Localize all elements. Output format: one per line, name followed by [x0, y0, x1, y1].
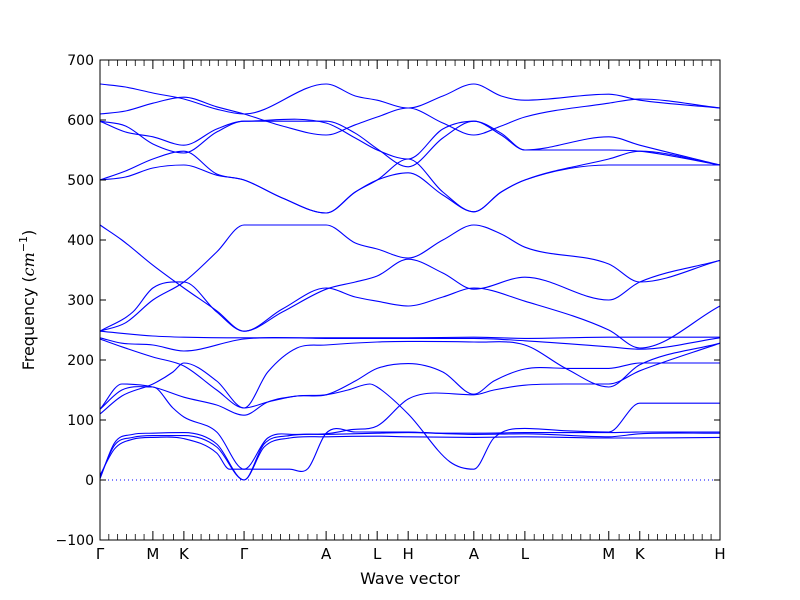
x-tick-label-Γ: Γ	[96, 545, 105, 563]
phonon-branch-8	[99, 337, 721, 352]
phonon-branch-15	[99, 118, 721, 166]
phonon-branch-12	[99, 281, 721, 349]
y-tick-label: 100	[67, 413, 94, 429]
x-tick-label-Γ: Γ	[240, 545, 249, 563]
phonon-branch-10	[99, 224, 721, 332]
phonon-branch-4	[99, 362, 720, 470]
x-tick-label-H: H	[403, 545, 414, 563]
phonon-branch-13	[99, 150, 721, 214]
x-tick-label-K: K	[179, 545, 190, 563]
y-tick-label: 0	[85, 473, 94, 489]
x-tick-label-A: A	[469, 545, 480, 563]
x-tick-label-L: L	[373, 545, 382, 563]
y-tick-label: 400	[67, 233, 94, 249]
phonon-branch-11	[99, 224, 721, 332]
plot-frame	[99, 59, 721, 541]
y-tick-label: 600	[67, 113, 94, 129]
y-tick-label: 700	[67, 53, 94, 69]
x-tick-label-M: M	[602, 545, 615, 563]
x-tick-label-M: M	[146, 545, 159, 563]
phonon-branch-14	[99, 164, 720, 214]
phonon-branch-17	[99, 96, 721, 136]
phonon-branch-3	[99, 428, 720, 476]
x-tick-label-K: K	[635, 545, 646, 563]
phonon-branch-2	[99, 435, 721, 481]
x-tick-label-A: A	[321, 545, 332, 563]
phonon-branch-18	[99, 83, 721, 115]
x-tick-label-L: L	[521, 545, 530, 563]
y-tick-label: 500	[67, 173, 94, 189]
y-tick-label: −100	[56, 533, 94, 549]
x-tick-label-H: H	[714, 545, 725, 563]
phonon-branch-6	[99, 362, 720, 416]
y-tick-label: 300	[67, 293, 94, 309]
y-axis-label: Frequency (cm−1)	[17, 230, 38, 371]
y-tick-label: 200	[67, 353, 94, 369]
phonon-branch-7	[99, 338, 721, 409]
phonon-branch-5	[99, 342, 721, 470]
x-axis-label: Wave vector	[360, 569, 460, 588]
phonon-branch-9	[99, 330, 720, 339]
phonon-branch-1	[99, 432, 721, 481]
phonon-branch-16	[99, 120, 721, 168]
